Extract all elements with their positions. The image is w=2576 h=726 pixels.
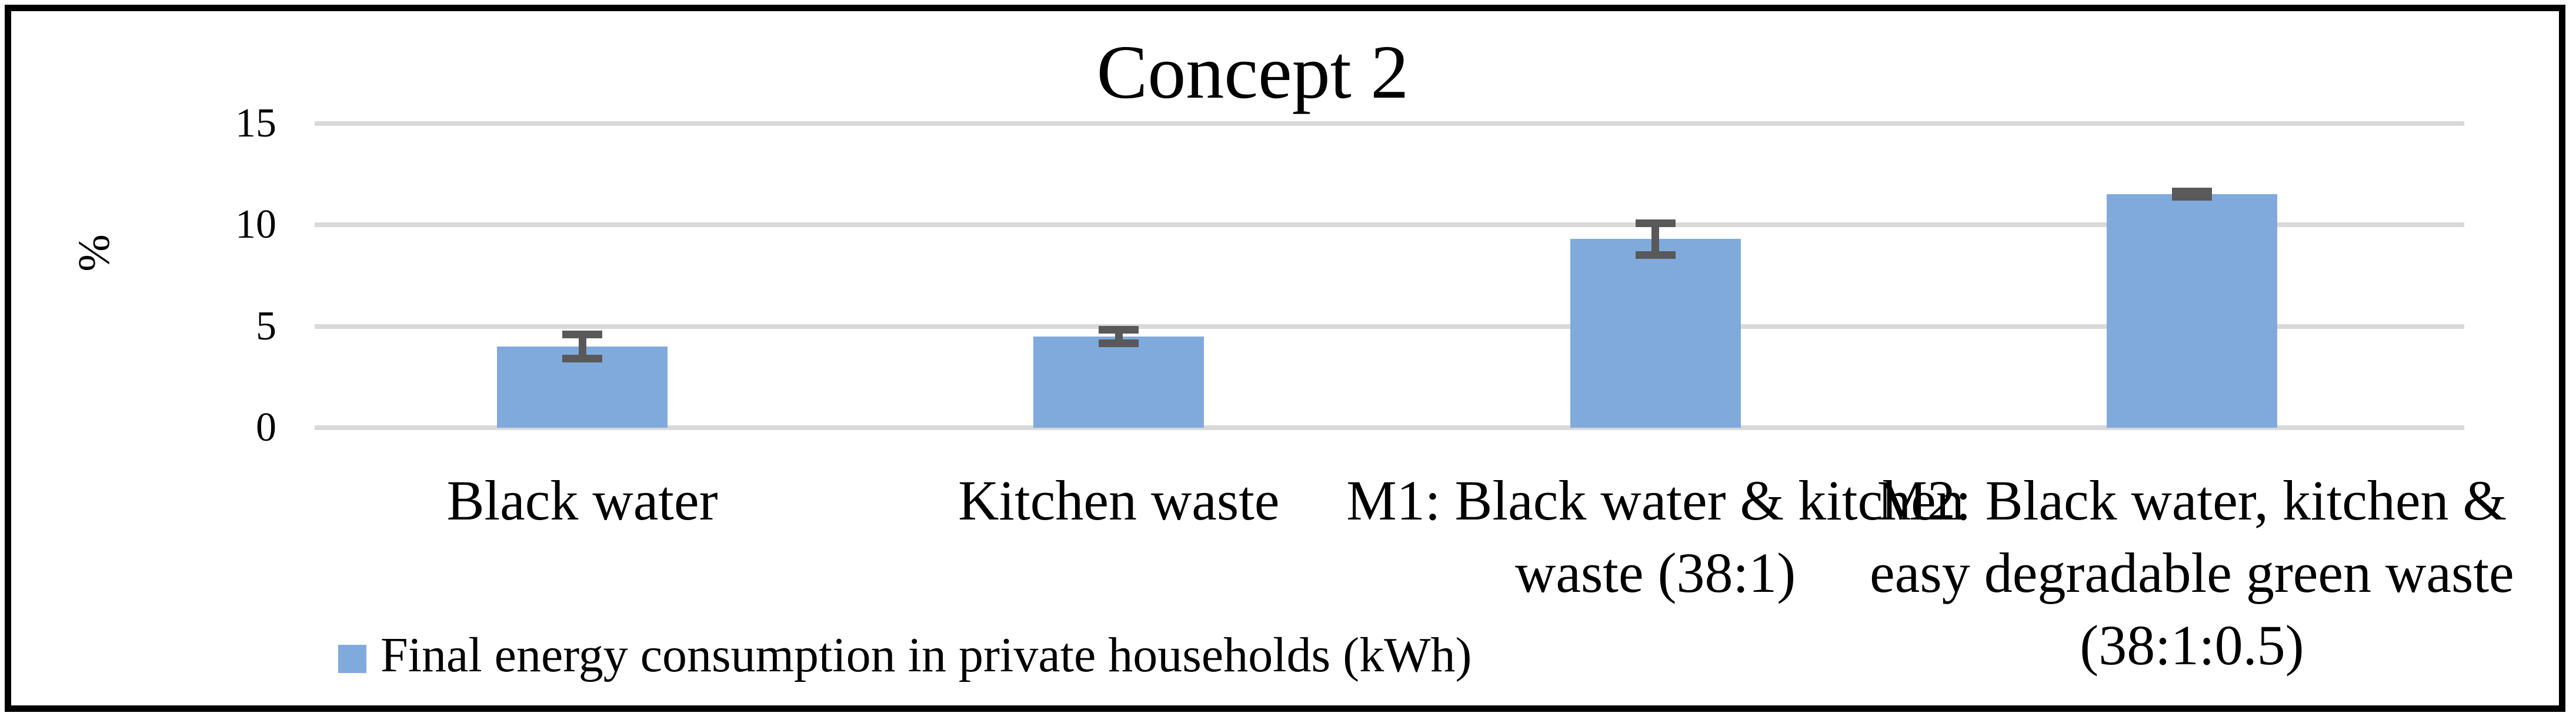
bar-1 — [1033, 336, 1204, 428]
error-bar-cap-bottom-1 — [1099, 339, 1139, 347]
error-bar-line-0 — [578, 334, 586, 359]
error-bar-cap-top-2 — [1635, 219, 1676, 227]
category-label-3: M2: Black water, kitchen & easy degradab… — [1870, 469, 2514, 677]
y-tick-label-10: 10 — [235, 202, 276, 247]
chart-border — [5, 5, 2565, 712]
error-bar-line-2 — [1651, 222, 1660, 255]
category-label-1: Kitchen waste — [958, 469, 1280, 532]
gridline-y-10 — [315, 222, 2464, 227]
y-tick-label-0: 0 — [256, 405, 276, 450]
error-bar-cap-bottom-0 — [562, 354, 602, 362]
y-tick-label-15: 15 — [235, 100, 276, 146]
gridline-y-0 — [315, 425, 2464, 430]
category-label-2: M1: Black water & kitchen waste (38:1) — [1346, 469, 1964, 604]
error-bar-cap-bottom-3 — [2171, 193, 2212, 201]
y-tick-label-5: 5 — [256, 303, 276, 349]
error-bar-cap-top-1 — [1099, 325, 1139, 334]
gridline-y-5 — [315, 324, 2464, 329]
legend: Final energy consumption in private hous… — [338, 631, 1471, 680]
bar-3 — [2106, 194, 2277, 428]
chart-title: Concept 2 — [1096, 30, 1409, 115]
legend-label: Final energy consumption in private hous… — [381, 628, 1472, 682]
gridline-y-15 — [315, 121, 2464, 126]
error-bar-cap-top-0 — [562, 331, 602, 339]
error-bar-cap-bottom-2 — [1635, 251, 1676, 259]
bar-2 — [1570, 239, 1741, 428]
legend-swatch-icon — [338, 645, 366, 673]
category-label-0: Black water — [446, 469, 718, 532]
